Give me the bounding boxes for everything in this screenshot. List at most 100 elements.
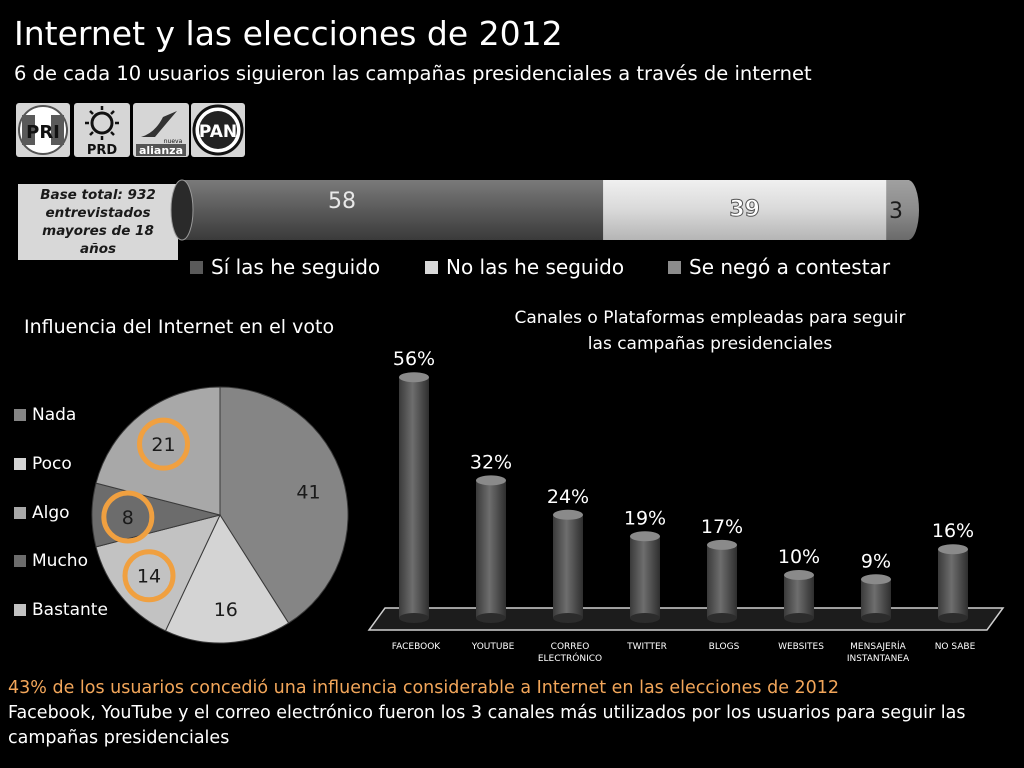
column-base <box>707 613 737 623</box>
stacked-segment-0 <box>182 180 605 240</box>
legend-swatch <box>668 260 681 274</box>
prd-logo: PRD <box>74 103 130 157</box>
stacked-bar-right-cap <box>897 180 919 240</box>
pie-legend-item: Poco <box>14 454 72 474</box>
highlight-circle <box>122 549 176 603</box>
column-base <box>938 613 968 623</box>
column-category-label: NO SABE <box>935 642 976 652</box>
legend-label: Poco <box>32 454 72 474</box>
pie-slice-poco <box>164 513 290 644</box>
column-category-label: CORREO ELECTRÓNICO <box>538 642 602 664</box>
pri-logo: PRI <box>16 103 70 157</box>
legend-label: Algo <box>32 503 70 523</box>
stacked-bar-left-cap <box>170 179 194 241</box>
legend-item-nego: Se negó a contestar <box>668 255 890 279</box>
column-base <box>476 613 506 623</box>
pan-logo-text: PAN <box>199 122 237 142</box>
pie-value-label: 16 <box>214 599 238 621</box>
column-top <box>630 531 660 542</box>
legend-swatch <box>14 458 26 470</box>
column-top <box>553 509 583 520</box>
legend-label: Se negó a contestar <box>689 255 891 279</box>
legend-swatch <box>190 260 203 274</box>
column-bar <box>399 377 429 618</box>
column-value-label: 24% <box>547 486 589 508</box>
column-top <box>707 539 737 550</box>
pie-value-label: 41 <box>296 481 320 503</box>
pie-value-label: 8 <box>122 507 134 529</box>
column-category-label: YOUTUBE <box>471 642 515 652</box>
legend-swatch <box>14 604 26 616</box>
pan-logo: PAN <box>191 103 245 157</box>
footer-body: Facebook, YouTube y el correo electrónic… <box>8 703 966 748</box>
column-base <box>784 613 814 623</box>
highlight-circle <box>137 417 191 471</box>
page-title: Internet y las elecciones de 2012 <box>14 14 563 53</box>
footer: 43% de los usuarios concedió una influen… <box>8 676 1013 751</box>
column-base <box>630 613 660 623</box>
stacked-segment-1 <box>603 180 888 240</box>
column-bar <box>938 549 968 618</box>
column-value-label: 17% <box>701 516 743 538</box>
pie-slice-nada <box>219 386 349 624</box>
column-base <box>553 613 583 623</box>
stacked-value-label: 3 <box>889 199 903 224</box>
pie-legend-item: Bastante <box>14 600 108 620</box>
column-chart: 56% FACEBOOK 32% YOUTUBE 24% CORREO ELECTRÓNIC… <box>367 348 1005 664</box>
legend-swatch <box>14 409 26 421</box>
column-value-label: 19% <box>624 507 666 529</box>
column-base <box>861 613 891 623</box>
column-top <box>938 544 968 555</box>
column-top <box>476 475 506 486</box>
column-top <box>861 574 891 585</box>
column-category-label: BLOGS <box>709 642 740 652</box>
pie-slice-algo <box>95 514 221 632</box>
column-bar <box>707 544 737 618</box>
legend-item-no-seguido: No las he seguido <box>425 255 624 279</box>
column-category-label: WEBSITES <box>778 642 824 652</box>
column-bar <box>476 480 506 618</box>
stacked-value-label: 39 <box>729 197 760 222</box>
column-value-label: 16% <box>932 520 974 542</box>
stacked-bar-chart: 58 39 3 <box>170 179 919 241</box>
column-top <box>399 372 429 383</box>
page-subtitle: 6 de cada 10 usuarios siguieron las camp… <box>14 62 812 85</box>
column-value-label: 32% <box>470 451 512 473</box>
column-bar <box>861 579 891 618</box>
column-value-label: 10% <box>778 546 820 568</box>
pri-logo-text: PRI <box>26 122 60 143</box>
column-category-label: MENSAJERÍA INSTANTANEA <box>847 640 910 664</box>
base-note: Base total: 932 entrevistados mayores de… <box>18 184 178 260</box>
column-floor <box>367 607 1005 631</box>
column-value-label: 9% <box>861 550 891 572</box>
column-base <box>399 613 429 623</box>
nueva-alianza-logo-text: alianza <box>139 144 183 157</box>
nueva-alianza-logo-small-text: nueva <box>164 138 183 145</box>
pie-chart: 41 16 14 8 21 <box>91 386 349 644</box>
legend-label: No las he seguido <box>446 255 625 279</box>
column-category-label: FACEBOOK <box>392 642 442 652</box>
legend-label: Nada <box>32 405 77 425</box>
legend-item-seguido: Sí las he seguido <box>190 255 380 279</box>
pie-slice-bastante <box>95 386 221 516</box>
footer-highlight: 43% de los usuarios concedió una influen… <box>8 678 840 698</box>
stacked-value-label: 58 <box>328 189 356 214</box>
column-value-label: 56% <box>393 348 435 370</box>
pie-chart-title: Influencia del Internet en el voto <box>24 316 335 338</box>
legend-label: Sí las he seguido <box>211 255 381 279</box>
pie-legend-item: Algo <box>14 503 70 523</box>
prd-logo-text: PRD <box>87 143 118 157</box>
pie-legend-item: Nada <box>14 405 76 425</box>
column-chart-title: Canales o Plataformas empleadas para seg… <box>514 308 906 354</box>
column-bar <box>630 536 660 618</box>
legend-label: Mucho <box>32 551 88 571</box>
nueva-alianza-logo: nueva alianza <box>133 103 189 157</box>
column-category-label: TWITTER <box>626 642 667 652</box>
pie-legend-item: Mucho <box>14 551 88 571</box>
column-bar <box>784 575 814 618</box>
legend-swatch <box>14 555 26 567</box>
pie-value-label: 14 <box>137 566 161 588</box>
highlight-circle <box>101 490 155 544</box>
pie-value-label: 21 <box>151 434 175 456</box>
column-bar <box>553 514 583 618</box>
